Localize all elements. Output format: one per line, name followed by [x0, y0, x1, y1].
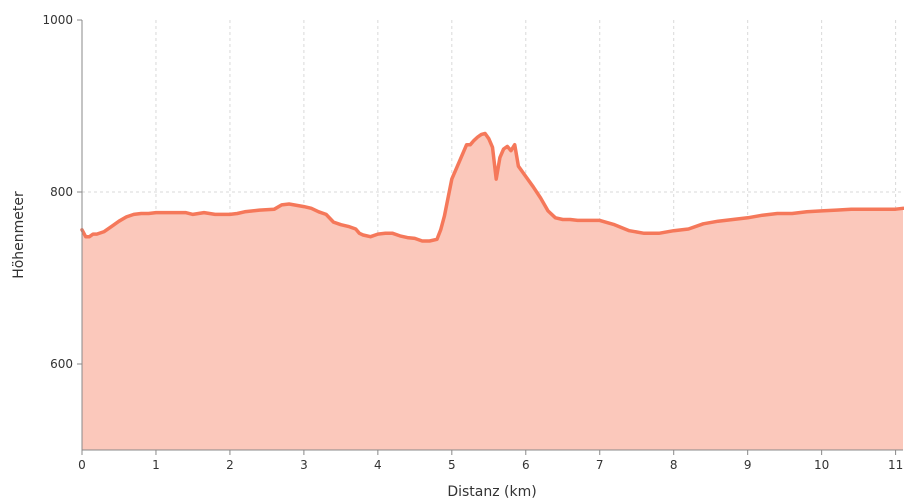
- elevation-line: [80, 131, 904, 243]
- x-tick-label-10: 10: [814, 458, 829, 472]
- x-tick-label-2: 2: [226, 458, 234, 472]
- axes: [77, 19, 903, 455]
- x-tick-label-1: 1: [152, 458, 160, 472]
- x-tick-label-8: 8: [670, 458, 678, 472]
- x-tick-label-7: 7: [596, 458, 604, 472]
- x-axis-title: Distanz (km): [447, 484, 536, 500]
- x-tick-label-9: 9: [744, 458, 752, 472]
- elevation-area-fill: [82, 133, 903, 450]
- y-axis-title: Höhenmeter: [11, 191, 27, 279]
- x-tick-label-3: 3: [300, 458, 308, 472]
- tick-labels: 0 1 2 3 4 5 6 7 8 9 10 11 600 800 1000: [42, 13, 903, 472]
- y-tick-label-2: 1000: [42, 13, 73, 27]
- x-tick-label-0: 0: [78, 458, 86, 472]
- x-tick-label-6: 6: [522, 458, 530, 472]
- x-tick-label-11: 11: [888, 458, 903, 472]
- y-tick-label-1: 800: [50, 185, 73, 199]
- y-tick-label-0: 600: [50, 357, 73, 371]
- x-tick-label-4: 4: [374, 458, 382, 472]
- x-tick-label-5: 5: [448, 458, 456, 472]
